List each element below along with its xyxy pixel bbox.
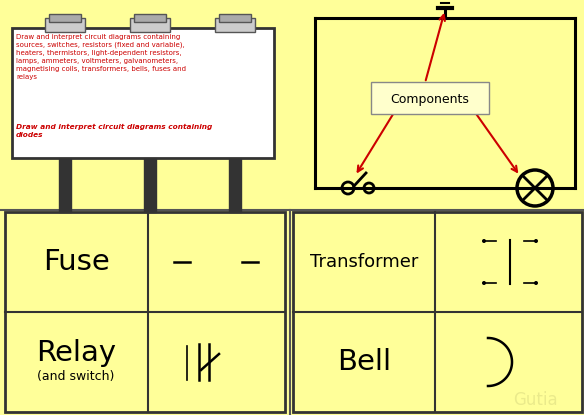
Bar (215, 18, 255, 32)
Bar (229, 150, 241, 212)
Bar (478, 338, 488, 386)
Circle shape (534, 281, 538, 285)
Circle shape (198, 367, 204, 373)
FancyBboxPatch shape (371, 82, 489, 114)
Text: Components: Components (391, 93, 470, 105)
Text: (and switch): (and switch) (37, 369, 114, 383)
Circle shape (216, 351, 222, 357)
Text: Transformer: Transformer (310, 253, 418, 271)
Bar (49, 14, 81, 22)
Bar (293, 212, 582, 412)
Bar (5, 212, 285, 412)
Circle shape (482, 239, 486, 243)
Bar (144, 150, 156, 212)
Bar (12, 28, 274, 158)
Bar (134, 14, 166, 22)
Bar (45, 18, 85, 32)
Bar (59, 150, 71, 212)
Text: Fuse: Fuse (43, 248, 109, 276)
Text: Relay: Relay (36, 339, 116, 367)
Text: Gutia: Gutia (513, 391, 557, 409)
Circle shape (482, 281, 486, 285)
Circle shape (534, 239, 538, 243)
Text: Draw and interpret circuit diagrams containing
diodes: Draw and interpret circuit diagrams cont… (16, 124, 212, 138)
Text: Bell: Bell (337, 348, 391, 376)
Bar (190, 251, 242, 273)
Bar (219, 14, 251, 22)
Text: Draw and interpret circuit diagrams containing
sources, switches, resistors (fix: Draw and interpret circuit diagrams cont… (16, 34, 186, 81)
Bar (130, 18, 170, 32)
